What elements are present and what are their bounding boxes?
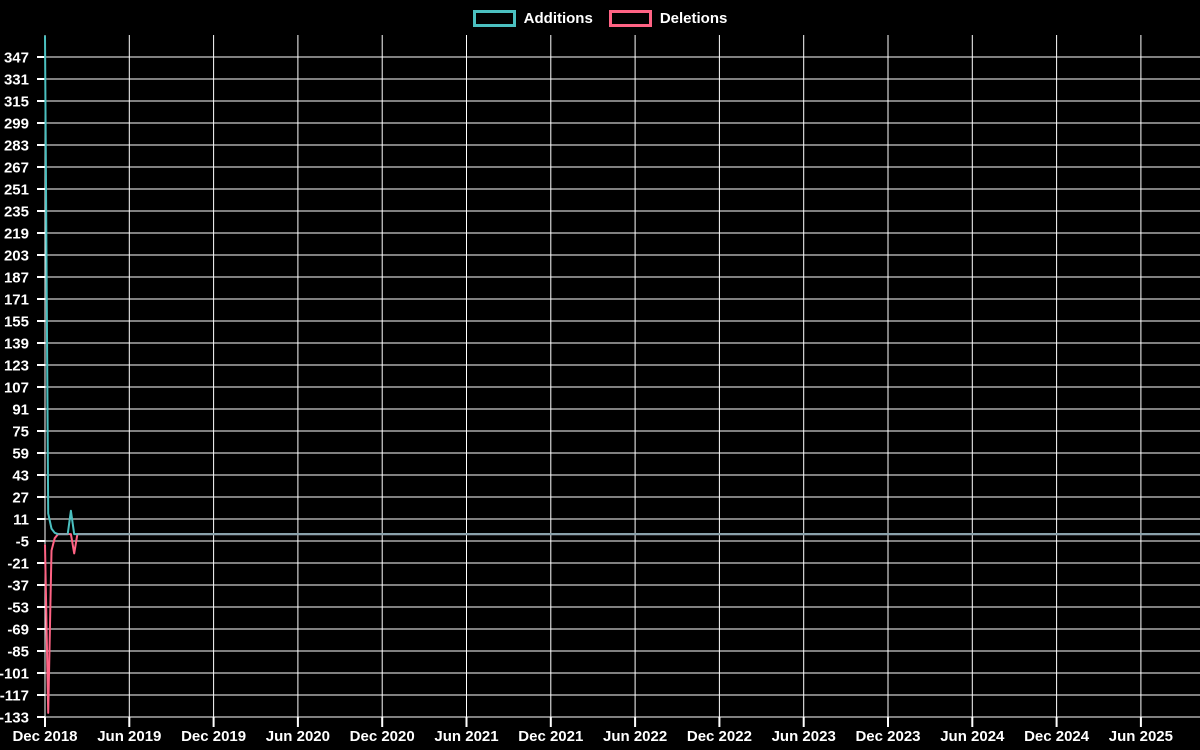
svg-text:347: 347 [4,49,29,66]
svg-text:Jun 2024: Jun 2024 [940,728,1005,745]
svg-text:75: 75 [12,423,29,440]
svg-text:123: 123 [4,357,29,374]
svg-text:-69: -69 [7,621,29,638]
svg-text:235: 235 [4,203,29,220]
svg-text:155: 155 [4,313,29,330]
additions-swatch-icon [472,9,516,27]
svg-text:-133: -133 [0,709,29,726]
svg-text:11: 11 [13,511,29,528]
svg-text:Dec 2020: Dec 2020 [350,728,415,745]
svg-text:59: 59 [12,445,29,462]
svg-text:Dec 2021: Dec 2021 [518,728,583,745]
chart-legend: Additions Deletions [0,7,1200,29]
svg-text:91: 91 [12,401,29,418]
svg-text:-85: -85 [7,643,29,660]
legend-item-deletions[interactable]: Deletions [608,9,728,27]
svg-text:Dec 2018: Dec 2018 [12,728,77,745]
svg-text:139: 139 [4,335,29,352]
svg-text:187: 187 [4,269,29,286]
svg-text:43: 43 [12,467,29,484]
svg-text:27: 27 [12,489,29,506]
svg-text:283: 283 [4,137,29,154]
svg-text:Dec 2024: Dec 2024 [1024,728,1090,745]
svg-text:107: 107 [4,379,29,396]
svg-text:Jun 2022: Jun 2022 [603,728,667,745]
svg-text:-101: -101 [0,665,29,682]
svg-text:-53: -53 [7,599,29,616]
svg-text:-21: -21 [7,555,29,572]
svg-text:Jun 2023: Jun 2023 [772,728,836,745]
svg-text:219: 219 [4,225,29,242]
svg-text:267: 267 [4,159,29,176]
svg-text:Jun 2021: Jun 2021 [434,728,498,745]
svg-text:-37: -37 [7,577,29,594]
svg-text:171: 171 [4,291,29,308]
svg-text:Jun 2025: Jun 2025 [1109,728,1173,745]
svg-text:-117: -117 [0,687,29,704]
svg-text:Jun 2019: Jun 2019 [97,728,161,745]
svg-text:Jun 2020: Jun 2020 [266,728,330,745]
svg-text:251: 251 [4,181,29,198]
svg-text:299: 299 [4,115,29,132]
svg-text:203: 203 [4,247,29,264]
svg-text:Dec 2022: Dec 2022 [687,728,752,745]
legend-item-additions[interactable]: Additions [472,9,593,27]
svg-text:-5: -5 [16,533,29,550]
svg-text:315: 315 [4,93,29,110]
svg-text:Dec 2023: Dec 2023 [855,728,920,745]
svg-text:331: 331 [4,71,29,88]
legend-label-additions: Additions [523,9,593,27]
deletions-swatch-icon [608,9,652,27]
svg-text:Dec 2019: Dec 2019 [181,728,246,745]
legend-label-deletions: Deletions [659,9,728,27]
